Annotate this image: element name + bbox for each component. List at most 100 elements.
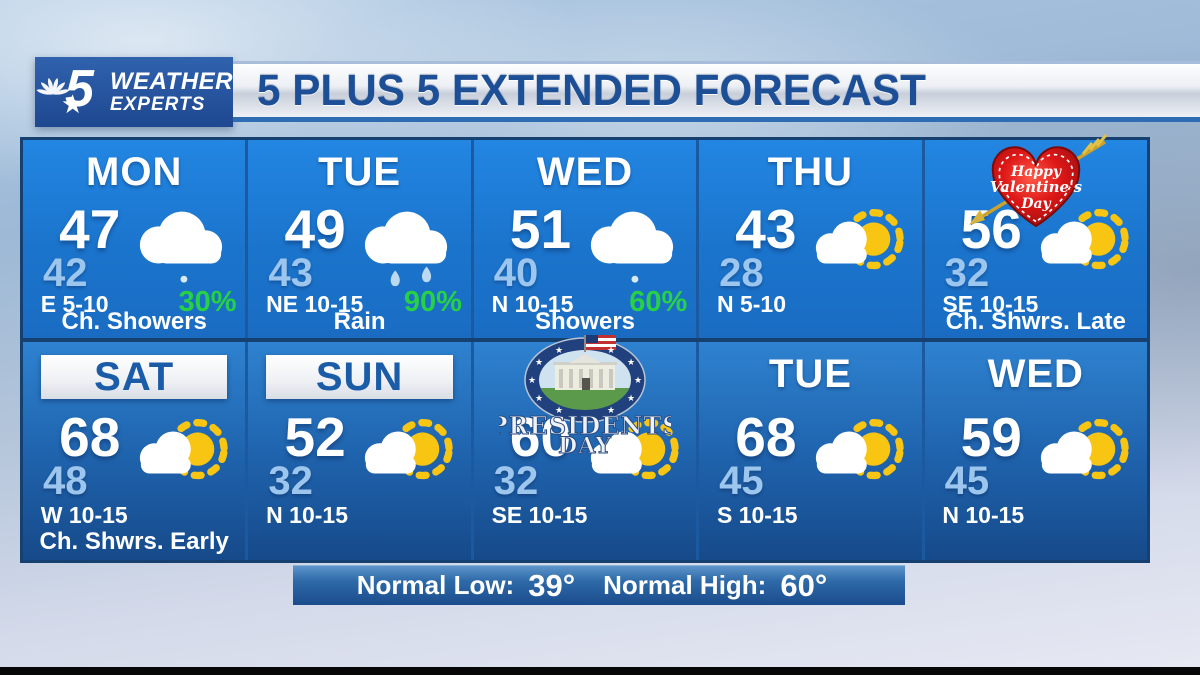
forecast-cell-fri-valentines: Happy Valentine's Day 56 32 SE 10-15 Ch.…: [924, 134, 1147, 338]
high-temp: 59: [960, 406, 1022, 468]
condition-text: Ch. Shwrs. Early: [39, 528, 229, 555]
wind-text: S 10-15: [716, 502, 798, 528]
page-title: 5 PLUS 5 EXTENDED FORECAST: [257, 65, 926, 115]
precip-chance: 30%: [178, 286, 237, 318]
svg-text:★: ★: [627, 393, 635, 403]
day-label: TUE: [768, 352, 852, 396]
svg-text:DAY: DAY: [558, 433, 612, 456]
wind-text: N 10-15: [491, 291, 574, 317]
forecast-row-1: MON 47 42 E 5-10 30% Ch. Showers TUE 49 …: [23, 134, 1147, 338]
forecast-cell-sat: SAT 68 48 W 10-15 Ch. Shwrs. Early: [23, 342, 246, 560]
condition-text: Rain: [333, 308, 386, 335]
presidents-day-badge: ★ ★ ★ ★ ★ ★ ★ ★ ★ ★ PRESIDENTS DAY: [499, 335, 671, 456]
white-house-image: [538, 350, 631, 410]
day-label-highlighted: SUN: [266, 355, 453, 399]
partly-cloudy-icon: [797, 406, 915, 499]
low-temp: 45: [719, 459, 764, 503]
high-temp: 68: [59, 406, 121, 468]
wind-text: N 10-15: [266, 502, 348, 528]
normal-high-value: 60°: [780, 567, 828, 603]
day-label: THU: [767, 150, 853, 194]
day-label-highlighted: SAT: [41, 355, 228, 399]
partly-cloudy-icon: [121, 406, 239, 499]
low-temp: 40: [493, 251, 539, 295]
title-banner: 5 PLUS 5 EXTENDED FORECAST: [233, 61, 1200, 122]
normal-low-label: Normal Low:: [356, 570, 515, 600]
nbc-peacock-icon: 5 ★: [35, 61, 104, 123]
low-temp: 42: [42, 251, 88, 295]
svg-text:★: ★: [555, 345, 563, 355]
svg-text:PRESIDENTS: PRESIDENTS: [499, 411, 671, 440]
wind-text: NE 10-15: [266, 291, 364, 317]
bottom-black-strip: [0, 667, 1200, 675]
day-label: WED: [987, 352, 1084, 396]
flag-icon: [583, 335, 616, 352]
high-temp: 68: [735, 406, 797, 468]
wind-text: N 10-15: [942, 502, 1025, 528]
low-temp: 43: [268, 251, 313, 295]
star-ring: ★ ★ ★ ★ ★ ★ ★ ★ ★ ★: [528, 345, 642, 415]
forecast-panel: MON 47 42 E 5-10 30% Ch. Showers TUE 49 …: [20, 134, 1150, 563]
low-temp: 48: [42, 459, 88, 503]
svg-text:★: ★: [607, 345, 615, 355]
forecast-cell-mon: MON 47 42 E 5-10 30% Ch. Showers: [23, 140, 246, 338]
wind-text: W 10-15: [40, 502, 128, 528]
precip-chance: 90%: [403, 286, 462, 318]
day-label: WED: [536, 150, 634, 194]
forecast-cell-mon-presidents: ★ ★ ★ ★ ★ ★ ★ ★ ★ ★ PRESIDENTS DAY 60 32 SE 10-…: [473, 335, 697, 560]
high-temp: 52: [284, 406, 346, 468]
low-temp: 32: [493, 459, 539, 503]
wind-text: N 5-10: [716, 291, 787, 317]
high-temp: 51: [509, 198, 572, 260]
forecast-cell-thu: THU 43 28 N 5-10: [699, 140, 922, 338]
precip-chance: 60%: [629, 286, 688, 318]
forecast-cell-sun: SUN 52 32 N 10-15: [248, 342, 471, 560]
low-temp: 28: [719, 251, 764, 295]
heart-icon: [991, 146, 1080, 228]
svg-text:Happy: Happy: [1010, 164, 1062, 180]
star-icon: ★: [61, 89, 85, 119]
station-logo: 5 ★ WEATHER EXPERTS: [35, 57, 233, 127]
cloud-rain-icon: [346, 196, 464, 289]
logo-experts-text: EXPERTS: [109, 93, 206, 115]
forecast-row-2: SAT 68 48 W 10-15 Ch. Shwrs. Early SUN 5…: [23, 335, 1147, 560]
cloud-drizzle-icon: [572, 196, 690, 289]
condition-text: Ch. Shwrs. Late: [945, 308, 1126, 335]
logo-weather-text: WEATHER: [109, 68, 233, 96]
day-label: MON: [86, 150, 183, 194]
partly-cloudy-icon: [797, 196, 915, 289]
low-temp: 32: [268, 459, 313, 503]
cloud-drizzle-icon: [121, 196, 239, 289]
svg-text:Day: Day: [1020, 196, 1051, 212]
svg-text:★: ★: [535, 357, 543, 367]
high-temp: 43: [735, 198, 797, 260]
svg-text:★: ★: [634, 375, 642, 385]
day-label: TUE: [318, 150, 402, 194]
wind-text: E 5-10: [40, 291, 109, 317]
svg-text:★: ★: [607, 405, 615, 415]
valentines-day-badge: Happy Valentine's Day: [968, 134, 1107, 228]
condition-text: Ch. Showers: [61, 308, 207, 335]
svg-text:★: ★: [555, 405, 563, 415]
svg-text:★: ★: [627, 357, 635, 367]
partly-cloudy-icon: [346, 406, 464, 499]
forecast-cell-wed2: WED 59 45 N 10-15: [924, 342, 1147, 560]
normal-low-value: 39°: [528, 567, 576, 603]
normal-high-label: Normal High:: [603, 570, 767, 600]
condition-text: Showers: [534, 308, 635, 335]
partly-cloudy-icon: [1022, 406, 1140, 499]
normals-bar: Normal Low: 39° Normal High: 60°: [293, 565, 905, 605]
svg-text:Valentine's: Valentine's: [990, 178, 1083, 196]
svg-text:★: ★: [535, 393, 543, 403]
channel-number: 5: [65, 60, 94, 118]
forecast-cell-wed: WED 51 40 N 10-15 60% Showers: [473, 140, 697, 338]
svg-text:★: ★: [528, 375, 536, 385]
forecast-cell-tue: TUE 49 43 NE 10-15 90% Rain: [248, 140, 471, 338]
high-temp: 47: [59, 198, 121, 260]
low-temp: 32: [944, 251, 990, 295]
low-temp: 45: [944, 459, 990, 503]
forecast-cell-tue2: TUE 68 45 S 10-15: [699, 342, 922, 560]
high-temp: 49: [284, 198, 346, 260]
wind-text: SE 10-15: [942, 291, 1039, 317]
